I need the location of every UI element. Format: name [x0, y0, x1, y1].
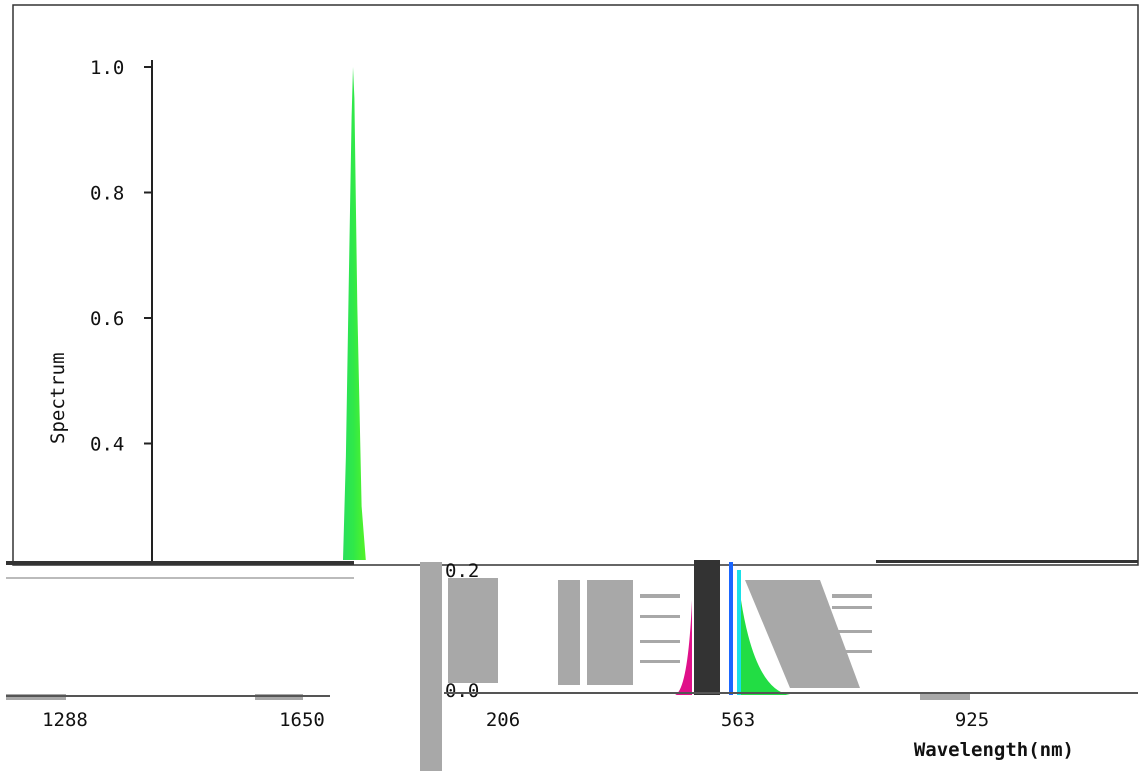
- y-tick-label: 0.4: [90, 434, 124, 456]
- y-tick-label: 0.6: [90, 308, 124, 330]
- x-tick-label: 1650: [279, 709, 325, 731]
- spectrum-series-area: [325, 67, 381, 560]
- y-tick-label: 0.8: [90, 183, 124, 205]
- y-tick-group: 0.0 0.2 0.4 0.6 0.8 1.0: [90, 57, 479, 702]
- x-tick-label: 206: [486, 709, 520, 731]
- y-axis-title: Spectrum: [47, 352, 69, 444]
- bottom-strip-left: [6, 561, 354, 700]
- y-tick-label: 1.0: [90, 57, 124, 79]
- x-tick-label: 925: [955, 709, 989, 731]
- chart-frame: [12, 4, 1139, 566]
- x-tick-label: 1288: [42, 709, 88, 731]
- y-tick-label: 0.2: [445, 560, 479, 582]
- x-tick-group: 206 563 925 1288 1650: [42, 709, 989, 731]
- y-tick-label: 0.0: [445, 680, 479, 702]
- x-tick-label: 563: [721, 709, 755, 731]
- bottom-strip-right: [420, 560, 1138, 771]
- x-axis-title: Wavelength(nm): [914, 739, 1074, 761]
